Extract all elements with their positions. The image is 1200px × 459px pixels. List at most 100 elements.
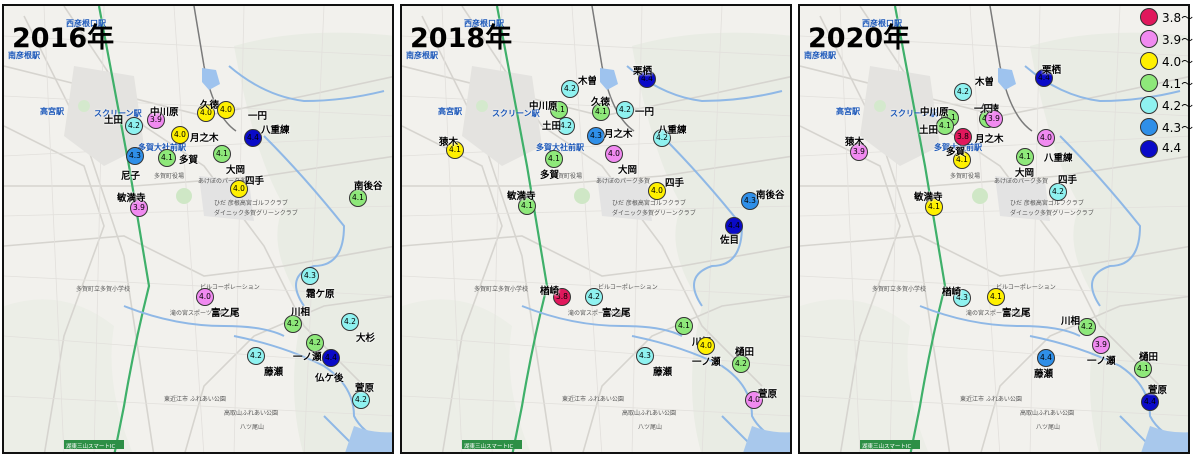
map-label-green-club: ダイニック多賀グリーンクラブ bbox=[612, 210, 696, 217]
station-marker[interactable]: 4.1 bbox=[953, 151, 971, 169]
map-label-sports: 東近江市 ふれあい公園 bbox=[164, 396, 226, 403]
map-label-kotsuki: 八ツ尾山 bbox=[1036, 424, 1061, 431]
station-marker[interactable]: 4.4 bbox=[725, 217, 743, 235]
map-label-market: 滝の宮スポーツ公園 bbox=[170, 310, 224, 317]
station-marker[interactable]: 4.3 bbox=[126, 147, 144, 165]
station-marker[interactable]: 3.9 bbox=[1092, 336, 1110, 354]
station-marker[interactable]: 4.1 bbox=[550, 101, 568, 119]
map-label-takaho: 高取山ふれあい公園 bbox=[224, 410, 279, 417]
station-marker[interactable]: 4.4 bbox=[1035, 69, 1053, 87]
map-label-ag-park: あけぼのパーク多賀 bbox=[198, 178, 253, 185]
station-marker[interactable]: 4.1 bbox=[213, 145, 231, 163]
station-marker[interactable]: 4.2 bbox=[585, 288, 603, 306]
station-marker[interactable]: 4.2 bbox=[561, 80, 579, 98]
station-marker[interactable]: 4.2 bbox=[732, 355, 750, 373]
station-name-label: 大杉 bbox=[356, 333, 376, 344]
station-marker[interactable]: 4.0 bbox=[171, 126, 189, 144]
map-label-sports: 東近江市 ふれあい公園 bbox=[562, 396, 624, 403]
station-name-label: 栗栖 bbox=[1042, 65, 1062, 76]
station-marker[interactable]: 4.2 bbox=[284, 315, 302, 333]
station-marker[interactable]: 4.3 bbox=[636, 347, 654, 365]
map-label-station-takamiya: 高宮駅 bbox=[438, 107, 462, 116]
legend-label: 4.3～ bbox=[1162, 121, 1194, 135]
station-marker[interactable]: 4.2 bbox=[653, 129, 671, 147]
station-marker[interactable]: 3.9 bbox=[130, 199, 148, 217]
station-name-label: 楢崎 bbox=[942, 287, 962, 298]
station-marker[interactable]: 3.8 bbox=[954, 128, 972, 146]
map-label-market: 滝の宮スポーツ公園 bbox=[966, 310, 1020, 317]
station-marker[interactable]: 4.1 bbox=[1134, 360, 1152, 378]
station-marker[interactable]: 4.2 bbox=[1049, 183, 1067, 201]
station-marker[interactable]: 4.2 bbox=[352, 391, 370, 409]
station-marker[interactable]: 4.0 bbox=[697, 337, 715, 355]
station-marker[interactable]: 4.0 bbox=[230, 180, 248, 198]
station-name-label: 大岡 bbox=[1015, 168, 1035, 179]
station-marker[interactable]: 4.1 bbox=[987, 288, 1005, 306]
map-label-golf: ひだ 彦根高宮ゴルフクラブ bbox=[214, 200, 288, 207]
station-marker[interactable]: 4.3 bbox=[953, 289, 971, 307]
station-name-label: 一ノ瀬 bbox=[1087, 356, 1116, 367]
station-marker[interactable]: 4.0 bbox=[1037, 129, 1055, 147]
legend-swatch bbox=[1140, 52, 1158, 70]
station-name-label: 月之木 bbox=[975, 134, 1004, 145]
map-label-station-takamiya: 高宮駅 bbox=[40, 107, 64, 116]
base-map bbox=[4, 6, 392, 452]
station-marker[interactable]: 3.8 bbox=[553, 288, 571, 306]
station-marker[interactable]: 4.4 bbox=[1037, 349, 1055, 367]
station-marker[interactable]: 4.2 bbox=[125, 117, 143, 135]
station-marker[interactable]: 4.2 bbox=[1078, 318, 1096, 336]
map-label-town-office: 多賀町役場 bbox=[552, 173, 583, 180]
station-name-label: 中川原 bbox=[920, 107, 949, 118]
station-marker[interactable]: 4.3 bbox=[301, 267, 319, 285]
map-label-market: 滝の宮スポーツ公園 bbox=[568, 310, 622, 317]
station-name-label: 猿木 bbox=[845, 137, 865, 148]
station-name-label: 土田 bbox=[919, 125, 939, 136]
station-name-label: 富之尾 bbox=[211, 308, 240, 319]
station-marker[interactable]: 4.2 bbox=[954, 83, 972, 101]
station-marker[interactable]: 4.1 bbox=[545, 150, 563, 168]
station-marker[interactable]: 4.2 bbox=[557, 117, 575, 135]
station-marker[interactable]: 4.4 bbox=[638, 70, 656, 88]
station-marker[interactable]: 4.4 bbox=[244, 129, 262, 147]
station-marker[interactable]: 4.1 bbox=[158, 149, 176, 167]
station-name-label: 多賀 bbox=[540, 170, 560, 181]
station-name-label: 久徳 bbox=[591, 97, 611, 108]
legend-swatch bbox=[1140, 74, 1158, 92]
map-label-school: 多賀町立多賀小学校 bbox=[872, 286, 927, 293]
station-marker[interactable]: 4.1 bbox=[675, 317, 693, 335]
station-marker[interactable]: 4.2 bbox=[341, 313, 359, 331]
station-marker[interactable]: 4.1 bbox=[349, 189, 367, 207]
station-marker[interactable]: 4.4 bbox=[1141, 393, 1159, 411]
station-name-label: 富之尾 bbox=[1002, 308, 1031, 319]
station-marker[interactable]: 4.3 bbox=[741, 192, 759, 210]
station-name-label: 佐目 bbox=[720, 235, 740, 246]
station-name-label: 萱原 bbox=[355, 383, 375, 394]
station-marker[interactable]: 3.9 bbox=[850, 143, 868, 161]
station-marker[interactable]: 4.2 bbox=[247, 347, 265, 365]
station-marker[interactable]: 4.2 bbox=[616, 101, 634, 119]
station-name-label: 栗栖 bbox=[633, 66, 653, 77]
station-name-label: 藤瀬 bbox=[1034, 369, 1054, 380]
station-marker[interactable]: 4.2 bbox=[306, 334, 324, 352]
station-marker[interactable]: 4.0 bbox=[745, 391, 763, 409]
station-marker[interactable]: 4.1 bbox=[925, 198, 943, 216]
station-marker[interactable]: 4.0 bbox=[648, 182, 666, 200]
station-name-label: 四手 bbox=[665, 178, 685, 189]
station-marker[interactable]: 4.0 bbox=[196, 288, 214, 306]
station-marker[interactable]: 3.9 bbox=[985, 110, 1003, 128]
station-marker[interactable]: 4.3 bbox=[587, 127, 605, 145]
station-marker[interactable]: 4.1 bbox=[592, 103, 610, 121]
station-marker[interactable]: 3.9 bbox=[147, 111, 165, 129]
station-marker[interactable]: 4.0 bbox=[217, 101, 235, 119]
station-marker[interactable]: 4.1 bbox=[1016, 148, 1034, 166]
station-marker[interactable]: 4.1 bbox=[518, 197, 536, 215]
station-marker[interactable]: 4.0 bbox=[197, 104, 215, 122]
station-marker[interactable]: 4.4 bbox=[322, 349, 340, 367]
station-name-label: 月之木 bbox=[190, 133, 219, 144]
map-label-kotsuki: 八ツ尾山 bbox=[240, 424, 265, 431]
station-marker[interactable]: 4.1 bbox=[936, 117, 954, 135]
panel-year-title: 2016年 bbox=[12, 23, 115, 54]
station-name-label: 萱原 bbox=[1148, 385, 1168, 396]
station-marker[interactable]: 4.1 bbox=[446, 141, 464, 159]
station-marker[interactable]: 4.0 bbox=[605, 145, 623, 163]
